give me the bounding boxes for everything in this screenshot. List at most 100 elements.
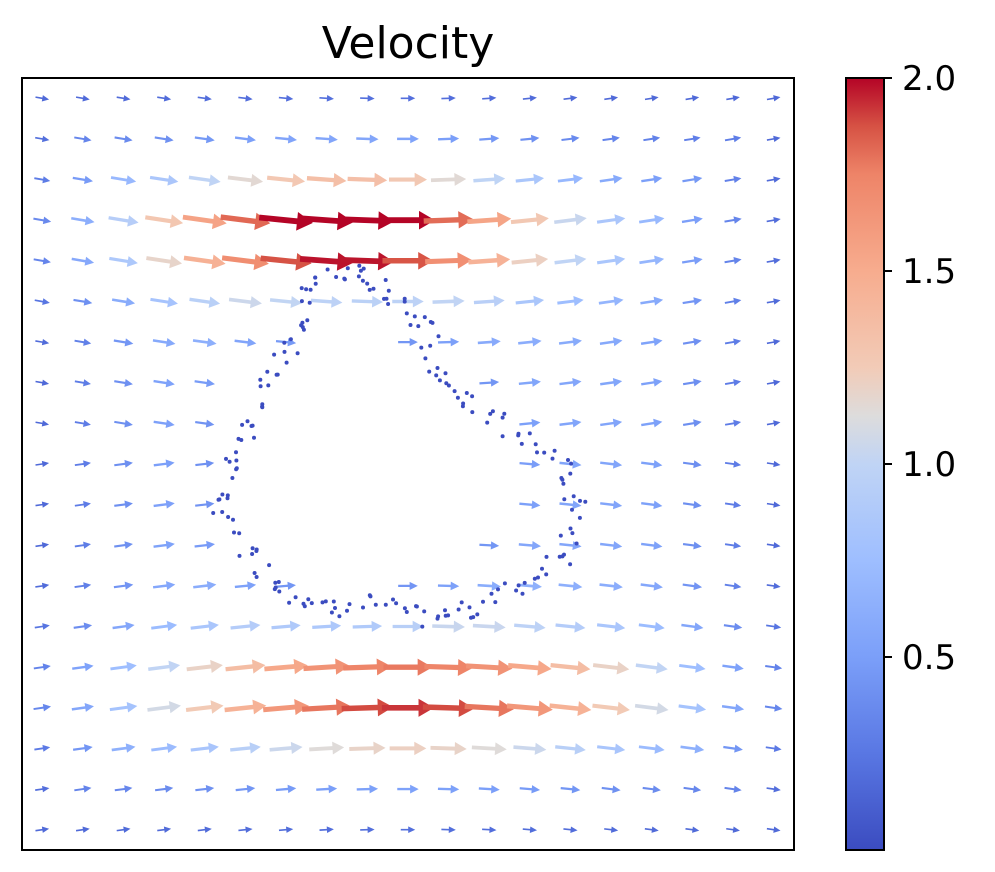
quiver-arrow xyxy=(592,661,630,675)
quiver-arrow xyxy=(682,175,703,184)
quiver-arrow xyxy=(147,700,181,714)
colorbar xyxy=(845,77,885,851)
quiver-arrow xyxy=(151,621,178,632)
quiver-arrow xyxy=(683,785,702,793)
quiver-arrow xyxy=(724,256,742,265)
quiver-arrow xyxy=(192,337,217,348)
quiver-arrow xyxy=(116,95,131,102)
quiver-arrow xyxy=(467,211,512,228)
quiver-arrow xyxy=(185,700,224,714)
quiver-arrow xyxy=(194,378,215,388)
quiver-arrow xyxy=(599,337,623,347)
wake-point xyxy=(574,541,579,546)
quiver-arrow xyxy=(356,134,379,144)
quiver-arrow xyxy=(764,704,783,712)
quiver-arrow xyxy=(225,659,266,674)
quiver-arrow xyxy=(518,337,542,347)
quiver-arrow xyxy=(518,541,541,550)
quiver-arrow xyxy=(558,581,583,591)
quiver-arrow xyxy=(269,741,303,755)
quiver-arrow xyxy=(113,338,134,347)
quiver-arrow xyxy=(153,540,175,550)
wake-point xyxy=(225,493,230,498)
quiver-arrow xyxy=(74,135,92,143)
quiver-arrow xyxy=(74,785,92,793)
quiver-arrow xyxy=(437,337,460,347)
quiver-arrow xyxy=(154,785,174,793)
quiver-arrow xyxy=(35,501,50,508)
quiver-arrow xyxy=(341,698,394,717)
wake-point xyxy=(446,383,451,388)
wake-point xyxy=(516,583,521,588)
wake-point xyxy=(422,609,427,614)
quiver-arrow xyxy=(35,785,50,793)
quiver-arrow xyxy=(638,621,665,632)
wake-point xyxy=(337,614,342,619)
quiver-arrow xyxy=(383,658,433,676)
wake-point xyxy=(470,394,475,399)
quiver-arrow xyxy=(724,582,742,590)
quiver-arrow xyxy=(766,176,781,183)
quiver-arrow xyxy=(260,253,312,271)
quiver-arrow xyxy=(34,298,50,305)
wake-point xyxy=(225,496,230,501)
quiver-arrow xyxy=(35,420,50,427)
wake-point xyxy=(220,510,225,514)
quiver-arrow xyxy=(397,784,419,794)
quiver-arrow xyxy=(157,826,172,833)
quiver-arrow xyxy=(35,379,50,386)
quiver-arrow xyxy=(724,175,742,184)
wake-point xyxy=(414,604,419,609)
quiver-arrow xyxy=(559,377,582,387)
plot-frame xyxy=(21,77,795,851)
wake-point xyxy=(437,378,442,383)
colorbar-tick-label: 0.5 xyxy=(902,638,956,678)
quiver-arrow xyxy=(221,253,269,271)
wake-point xyxy=(444,381,449,386)
wake-point xyxy=(334,275,339,279)
wake-point xyxy=(305,318,310,323)
wake-point xyxy=(361,605,365,610)
quiver-arrow xyxy=(275,134,297,144)
wake-point xyxy=(320,600,325,605)
wake-point xyxy=(230,476,235,480)
quiver-arrow xyxy=(349,741,386,755)
wake-point xyxy=(300,325,305,330)
quiver-arrow xyxy=(641,541,663,550)
quiver-arrow xyxy=(678,703,707,714)
wake-point xyxy=(357,263,362,268)
quiver-arrow xyxy=(682,500,702,509)
wake-point xyxy=(323,599,328,604)
wake-point xyxy=(571,494,576,499)
wake-point xyxy=(367,287,372,292)
colorbar-tick-label: 1.5 xyxy=(902,252,956,292)
quiver-arrow xyxy=(424,659,473,676)
quiver-arrow xyxy=(75,95,90,102)
quiver-arrow xyxy=(599,581,623,591)
quiver-arrow xyxy=(643,135,661,143)
wake-point xyxy=(540,566,544,571)
quiver-arrow xyxy=(347,172,388,187)
quiver-arrow xyxy=(596,621,626,633)
quiver-arrow xyxy=(680,744,705,754)
wake-point xyxy=(436,334,441,339)
quiver-arrow xyxy=(766,542,781,549)
quiver-arrow xyxy=(188,174,221,187)
wake-point xyxy=(516,433,521,438)
quiver-arrow xyxy=(356,784,379,794)
wake-point xyxy=(519,441,524,446)
wake-point xyxy=(475,612,480,617)
quiver-arrow xyxy=(195,500,215,509)
quiver-arrow xyxy=(258,212,313,231)
wake-point xyxy=(496,587,500,592)
quiver-arrow xyxy=(515,173,545,185)
quiver-arrow xyxy=(684,135,701,143)
quiver-arrow xyxy=(596,743,626,755)
wake-point xyxy=(249,424,254,428)
quiver-arrow xyxy=(596,254,626,266)
quiver-arrow xyxy=(340,211,395,230)
quiver-arrow xyxy=(766,826,781,833)
wake-point xyxy=(260,405,265,410)
quiver-arrow xyxy=(559,541,582,550)
quiver-arrow xyxy=(74,582,92,590)
